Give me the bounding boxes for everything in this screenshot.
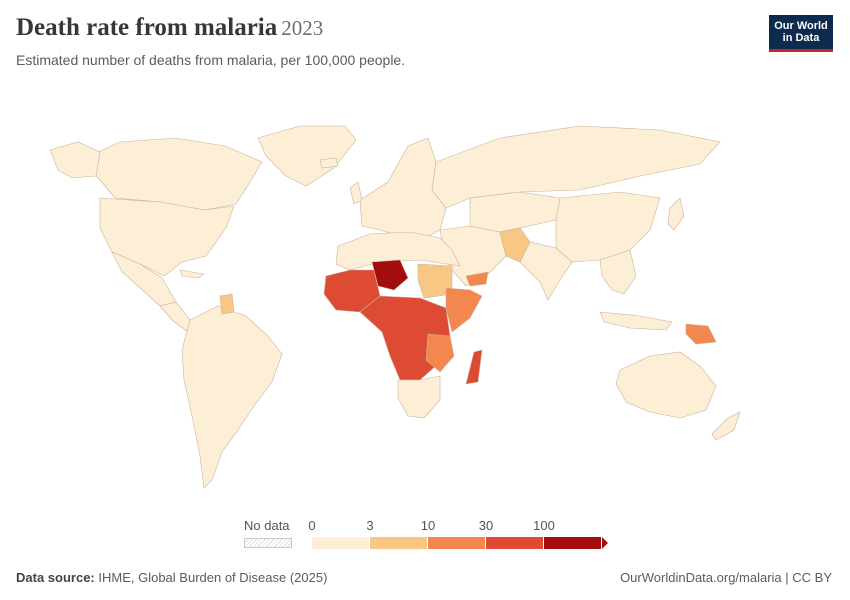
- region-china[interactable]: [555, 191, 661, 263]
- region-alaska[interactable]: [49, 141, 101, 179]
- region-yemen[interactable]: [465, 271, 489, 287]
- legend-tick-label: 100: [533, 518, 555, 533]
- region-central-asia[interactable]: [469, 191, 561, 233]
- region-greenland[interactable]: [257, 125, 357, 187]
- region-guianas[interactable]: [219, 293, 235, 315]
- region-southeast-asia[interactable]: [599, 249, 637, 295]
- logo-line-1: Our World: [774, 20, 828, 32]
- logo-line-2: in Data: [782, 32, 820, 44]
- region-madagascar[interactable]: [465, 349, 483, 385]
- region-indonesia[interactable]: [599, 311, 673, 331]
- region-india[interactable]: [519, 241, 573, 301]
- legend-no-data-swatch[interactable]: [244, 538, 292, 548]
- region-new-zealand[interactable]: [711, 411, 741, 441]
- region-sudan[interactable]: [417, 263, 453, 299]
- legend-tick-label: 10: [420, 518, 436, 533]
- region-canada[interactable]: [79, 137, 263, 211]
- region-east-africa[interactable]: [425, 333, 455, 373]
- region-south-america[interactable]: [181, 305, 283, 489]
- chart-year: 2023: [281, 16, 324, 40]
- legend-no-data-label: No data: [244, 518, 290, 533]
- region-japan[interactable]: [667, 197, 685, 231]
- legend-tick-label: 0: [308, 518, 316, 533]
- legend-arrow: [602, 537, 608, 549]
- region-russia[interactable]: [431, 125, 721, 209]
- data-source-label: Data source:: [16, 570, 95, 585]
- region-uk[interactable]: [349, 181, 363, 205]
- region-north-africa[interactable]: [335, 231, 461, 271]
- legend-bin-3[interactable]: [486, 537, 544, 549]
- legend-bin-2[interactable]: [428, 537, 486, 549]
- legend-bin-0[interactable]: [312, 537, 370, 549]
- chart-title-text: Death rate from malaria: [16, 14, 278, 41]
- legend-tick-label: 3: [366, 518, 374, 533]
- owid-logo[interactable]: Our World in Data: [769, 15, 833, 52]
- region-iceland[interactable]: [319, 157, 339, 169]
- world-map[interactable]: [0, 80, 850, 510]
- legend-tick-label: 30: [478, 518, 494, 533]
- chart-subtitle: Estimated number of deaths from malaria,…: [16, 52, 406, 68]
- region-cuba[interactable]: [179, 269, 205, 279]
- region-southern-africa[interactable]: [397, 375, 441, 419]
- data-source: Data source: IHME, Global Burden of Dise…: [16, 570, 327, 585]
- region-horn-of-africa[interactable]: [445, 287, 483, 333]
- region-papua-new-guinea[interactable]: [685, 323, 717, 345]
- data-source-text: IHME, Global Burden of Disease (2025): [98, 570, 328, 585]
- chart-title: Death rate from malaria 2023: [16, 14, 323, 42]
- legend-bin-4[interactable]: [544, 537, 602, 549]
- region-australia[interactable]: [615, 351, 717, 419]
- color-legend[interactable]: No data 0 3 10 30 100: [240, 516, 620, 556]
- region-united-states[interactable]: [99, 197, 235, 277]
- source-url-link[interactable]: OurWorldinData.org/malaria | CC BY: [620, 570, 832, 585]
- region-niger-mali[interactable]: [371, 259, 409, 291]
- legend-bin-1[interactable]: [370, 537, 428, 549]
